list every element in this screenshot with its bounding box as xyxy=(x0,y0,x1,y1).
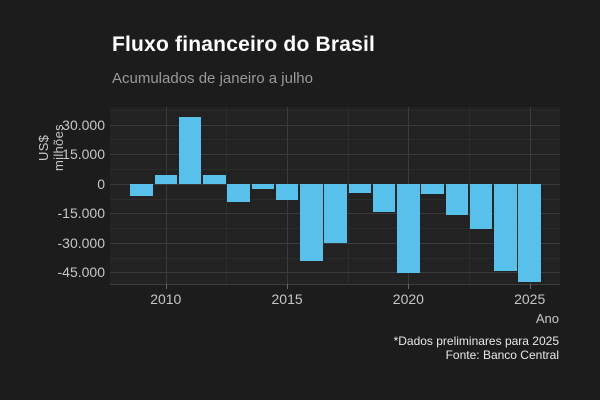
x-tick-label: 2025 xyxy=(514,291,546,307)
bar-2015 xyxy=(275,183,299,200)
bar-2019 xyxy=(372,183,396,212)
gridline-x-minor xyxy=(347,107,349,284)
gridline-y-minor xyxy=(110,169,560,171)
bar-2020 xyxy=(397,183,420,273)
x-tick-label: 2015 xyxy=(271,291,303,307)
y-tick-label: 15.000 xyxy=(62,146,105,163)
source-credit: Fonte: Banco Central xyxy=(445,348,559,362)
bar-2023 xyxy=(469,183,493,229)
gridline-y-major xyxy=(110,272,560,274)
gridline-y-minor xyxy=(110,109,560,111)
y-tick-label: -15.000 xyxy=(57,205,105,222)
x-tick-mark xyxy=(529,284,531,289)
gridline-x-minor xyxy=(226,107,228,284)
gridline-y-minor xyxy=(110,257,560,259)
chart-subtitle: Acumulados de janeiro a julho xyxy=(112,70,313,87)
bar-2022 xyxy=(445,183,469,215)
y-tick-label: 0 xyxy=(97,175,105,192)
x-tick-mark xyxy=(287,284,289,289)
x-tick-label: 2010 xyxy=(150,291,182,307)
y-tick-label: -30.000 xyxy=(57,234,105,251)
bar-2025 xyxy=(518,183,541,283)
bar-2009 xyxy=(130,183,153,196)
x-tick-mark xyxy=(165,284,167,289)
bar-2010 xyxy=(154,175,178,184)
plot-panel xyxy=(110,107,560,285)
bar-2012 xyxy=(203,174,226,184)
bar-2014 xyxy=(251,183,275,190)
bar-2013 xyxy=(227,183,250,202)
bar-2018 xyxy=(348,183,372,193)
bar-2024 xyxy=(494,183,517,271)
x-tick-label: 2020 xyxy=(392,291,424,307)
chart-title: Fluxo financeiro do Brasil xyxy=(112,33,376,56)
gridline-x-minor xyxy=(469,107,471,284)
x-axis-title: Ano xyxy=(535,311,559,326)
gridline-y-minor xyxy=(110,139,560,141)
bar-2016 xyxy=(300,183,323,262)
gridline-x-major xyxy=(165,107,167,284)
bar-2011 xyxy=(178,117,202,184)
x-tick-mark xyxy=(408,284,410,289)
bar-2017 xyxy=(324,183,347,244)
y-tick-label: 30.000 xyxy=(62,116,105,133)
y-tick-label: -45.000 xyxy=(57,264,105,281)
bar-2021 xyxy=(421,183,444,195)
gridline-y-major xyxy=(110,154,560,156)
footnote: *Dados preliminares para 2025 xyxy=(393,334,559,348)
gridline-y-major xyxy=(110,124,560,126)
